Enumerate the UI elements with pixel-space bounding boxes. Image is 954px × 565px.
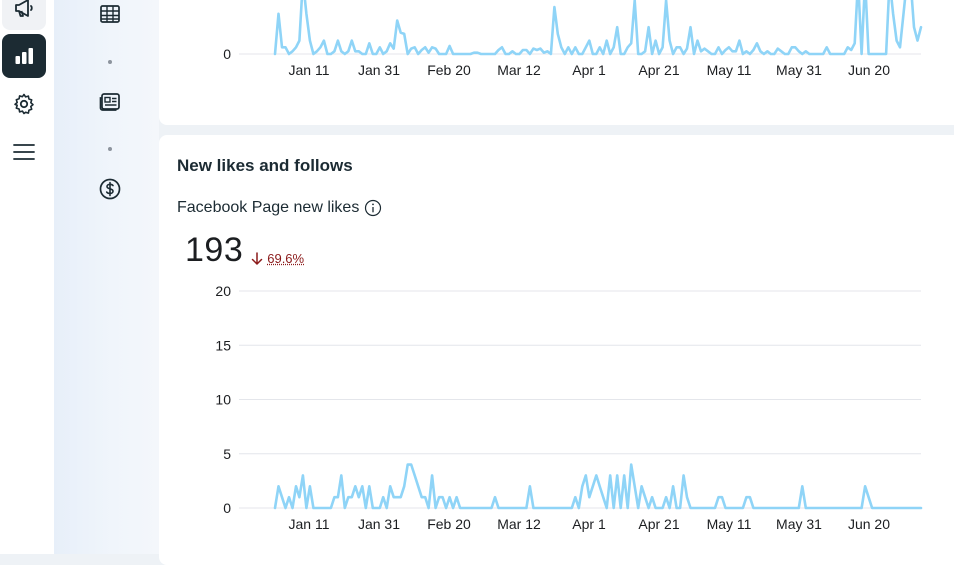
x-tick-label: Jun 20 — [848, 516, 890, 532]
x-tick-label: Jan 11 — [289, 516, 330, 532]
sub-nav-divider-dot — [108, 147, 112, 151]
x-tick-label: Jan 31 — [358, 516, 400, 532]
sub-nav-content-button[interactable] — [96, 0, 124, 28]
megaphone-icon — [12, 0, 36, 20]
new-likes-card: New likes and follows Facebook Page new … — [159, 135, 954, 565]
gear-icon — [12, 92, 36, 116]
table-icon — [99, 3, 121, 25]
y-tick-label: 5 — [223, 446, 231, 462]
metric-value: 193 — [185, 232, 243, 268]
x-tick-label: Mar 12 — [497, 62, 541, 78]
change-percent: 69.6% — [267, 251, 304, 266]
dollar-icon — [98, 177, 122, 201]
x-tick-label: Jan 11 — [289, 62, 330, 78]
sub-nav-posts-button[interactable] — [96, 88, 124, 116]
nav-settings-button[interactable] — [2, 82, 46, 126]
x-tick-label: Feb 20 — [427, 62, 471, 78]
x-tick-label: Apr 1 — [572, 516, 606, 532]
news-feed-icon — [98, 91, 122, 113]
top-line-chart: 0 Jan 11 Jan 31 Feb 20 Mar 12 Apr 1 Apr 21 May … — [159, 0, 954, 145]
x-tick-label: Mar 12 — [497, 516, 541, 532]
y-tick-label: 20 — [215, 283, 231, 299]
y-tick-label: 10 — [215, 392, 231, 408]
nav-menu-button[interactable] — [2, 130, 46, 174]
x-tick-label: Feb 20 — [427, 516, 471, 532]
sub-nav-monetization-button[interactable] — [96, 175, 124, 203]
x-tick-label: Jan 31 — [358, 62, 400, 78]
insights-sub-nav — [54, 0, 159, 554]
sub-nav-divider-dot — [108, 60, 112, 64]
x-tick-label: May 31 — [776, 516, 822, 532]
arrow-down-icon — [251, 252, 263, 266]
x-tick-label: Apr 21 — [638, 516, 679, 532]
info-icon[interactable] — [364, 199, 382, 217]
series-line[interactable] — [275, 0, 921, 54]
x-tick-label: Apr 21 — [638, 62, 679, 78]
y-tick-label: 15 — [215, 337, 231, 353]
x-tick-label: May 31 — [776, 62, 822, 78]
x-tick-label: Jun 20 — [848, 62, 890, 78]
series-line[interactable] — [275, 465, 921, 508]
menu-icon — [12, 140, 36, 164]
metric-label: Facebook Page new likes — [177, 199, 382, 217]
nav-ads-button[interactable] — [2, 0, 46, 30]
previous-metric-card: 0 Jan 11 Jan 31 Feb 20 Mar 12 Apr 1 Apr 21 May … — [159, 0, 954, 125]
x-tick-label: May 11 — [707, 62, 752, 78]
metric-label-text: Facebook Page new likes — [177, 199, 359, 217]
likes-line-chart: 0 5 10 15 20 Jan 11 Jan 31 Feb 20 Mar 12 Apr 1 Apr… — [159, 275, 954, 535]
metric-change[interactable]: 69.6% — [251, 251, 304, 266]
section-title: New likes and follows — [177, 156, 353, 176]
y-tick-label: 0 — [223, 500, 231, 516]
nav-insights-button[interactable] — [2, 34, 46, 78]
y-tick-label: 0 — [223, 46, 231, 62]
x-tick-label: Apr 1 — [572, 62, 606, 78]
insights-icon — [12, 44, 36, 68]
x-tick-label: May 11 — [707, 516, 752, 532]
left-nav-rail — [0, 0, 54, 554]
metric-summary: 193 69.6% — [185, 232, 304, 268]
